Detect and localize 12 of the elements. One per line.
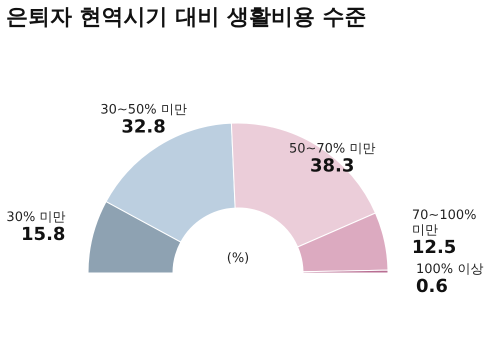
chart-title: 은퇴자 현역시기 대비 생활비용 수준 [6, 5, 367, 30]
slice-label: 30~50% 미만 [100, 102, 187, 118]
slice-label: 30% 미만 [6, 210, 66, 225]
slice-label: 50~70% 미만 [288, 142, 376, 157]
data-label: 12.5 [412, 236, 456, 258]
data-label: 0.6 [416, 276, 448, 297]
data-label: 32.8 [121, 116, 166, 138]
text: (%) [226, 251, 250, 266]
slice-label: 100% 이상 [416, 262, 484, 277]
data-label: 38.3 [310, 156, 354, 177]
slice-label: 70~100% 미만 [412, 208, 477, 238]
data-label: 15.8 [21, 224, 66, 245]
